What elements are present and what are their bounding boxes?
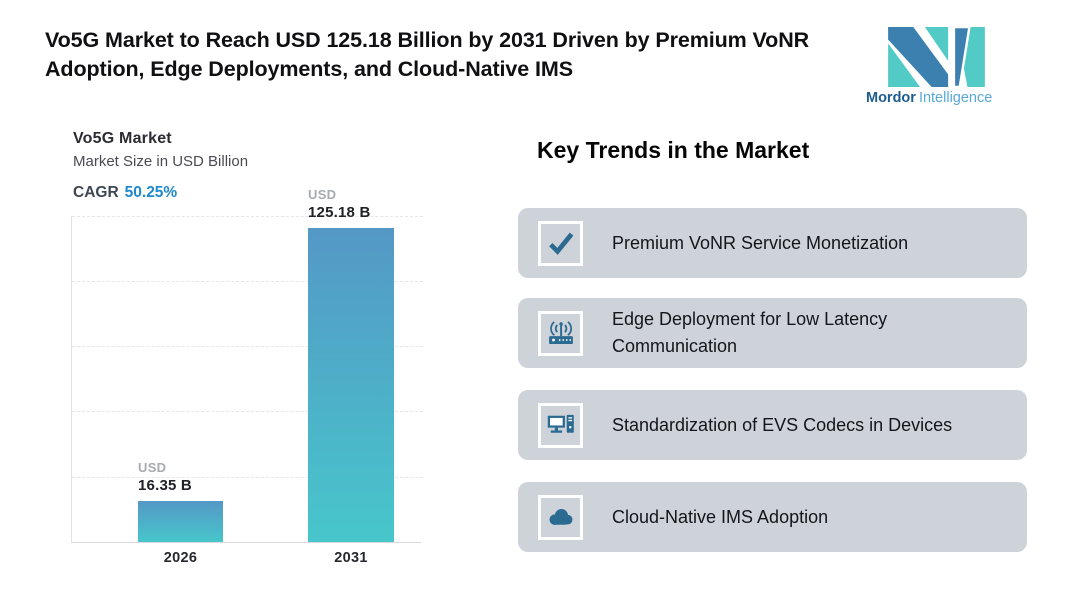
gridline bbox=[72, 411, 423, 412]
x-axis-label-2026: 2026 bbox=[163, 550, 198, 566]
trend-card-label: Premium VoNR Service Monetization bbox=[612, 232, 909, 253]
bar-column-2031 bbox=[308, 228, 394, 542]
cagr-value: 50.25% bbox=[124, 184, 178, 201]
bar-group-2031: USD 125.18 B bbox=[308, 187, 394, 542]
chart-cagr: CAGR 50.25% bbox=[73, 184, 177, 202]
desktop-computer-icon bbox=[547, 414, 574, 433]
trend-card-edge-deployment: Edge Deployment for Low Latency Communic… bbox=[518, 298, 1027, 368]
trend-icon-box bbox=[538, 494, 583, 540]
mordor-logo-mark-icon bbox=[888, 27, 985, 87]
trend-card-label: Cloud-Native IMS Adoption bbox=[612, 506, 829, 527]
logo-brand-bold: Mordor bbox=[866, 90, 916, 106]
bar-amount-2031: 125.18 B bbox=[308, 204, 371, 221]
bar-column-2026 bbox=[138, 501, 223, 542]
bar-currency-2031: USD bbox=[308, 187, 337, 202]
trend-icon-box bbox=[538, 310, 583, 356]
trend-card-cloud-native-ims: Cloud-Native IMS Adoption bbox=[518, 482, 1027, 552]
trend-icon-box bbox=[538, 402, 583, 448]
gridline bbox=[72, 281, 423, 282]
bar-group-2026: USD 16.35 B bbox=[138, 460, 223, 542]
trend-icon-box bbox=[538, 220, 583, 266]
page-title: Vo5G Market to Reach USD 125.18 Billion … bbox=[45, 28, 810, 81]
gridline bbox=[72, 477, 423, 478]
trend-card-label: Standardization of EVS Codecs in Devices bbox=[612, 414, 953, 435]
gridline bbox=[72, 216, 423, 217]
trend-card-premium-vonr: Premium VoNR Service Monetization bbox=[518, 208, 1027, 278]
logo-brand-light: Intelligence bbox=[918, 90, 993, 106]
bar-value-label-2031: USD 125.18 B bbox=[308, 187, 370, 221]
bar-currency-2026: USD bbox=[138, 460, 167, 475]
bar-value-label-2026: USD 16.35 B bbox=[138, 460, 192, 494]
trend-card-evs-codecs: Standardization of EVS Codecs in Devices bbox=[518, 390, 1027, 460]
trend-card-label: Edge Deployment for Low Latency Communic… bbox=[612, 309, 888, 356]
cloud-icon bbox=[549, 509, 572, 525]
bar-chart-plot-area: USD 16.35 B USD 125.18 B 2026 2031 bbox=[71, 187, 423, 566]
x-axis-label-2031: 2031 bbox=[334, 550, 368, 566]
logo-wordmark: Mordor Intelligence bbox=[866, 90, 996, 106]
key-trends-heading: Key Trends in the Market bbox=[537, 137, 810, 163]
mordor-intelligence-logo: Mordor Intelligence bbox=[866, 27, 996, 106]
cagr-label: CAGR bbox=[73, 184, 119, 201]
bar-amount-2026: 16.35 B bbox=[138, 477, 192, 494]
check-icon bbox=[548, 232, 573, 255]
wireless-router-icon bbox=[548, 321, 573, 345]
chart-subtitle: Market Size in USD Billion bbox=[73, 153, 249, 170]
chart-title: Vo5G Market bbox=[73, 130, 172, 147]
gridline bbox=[72, 346, 423, 347]
